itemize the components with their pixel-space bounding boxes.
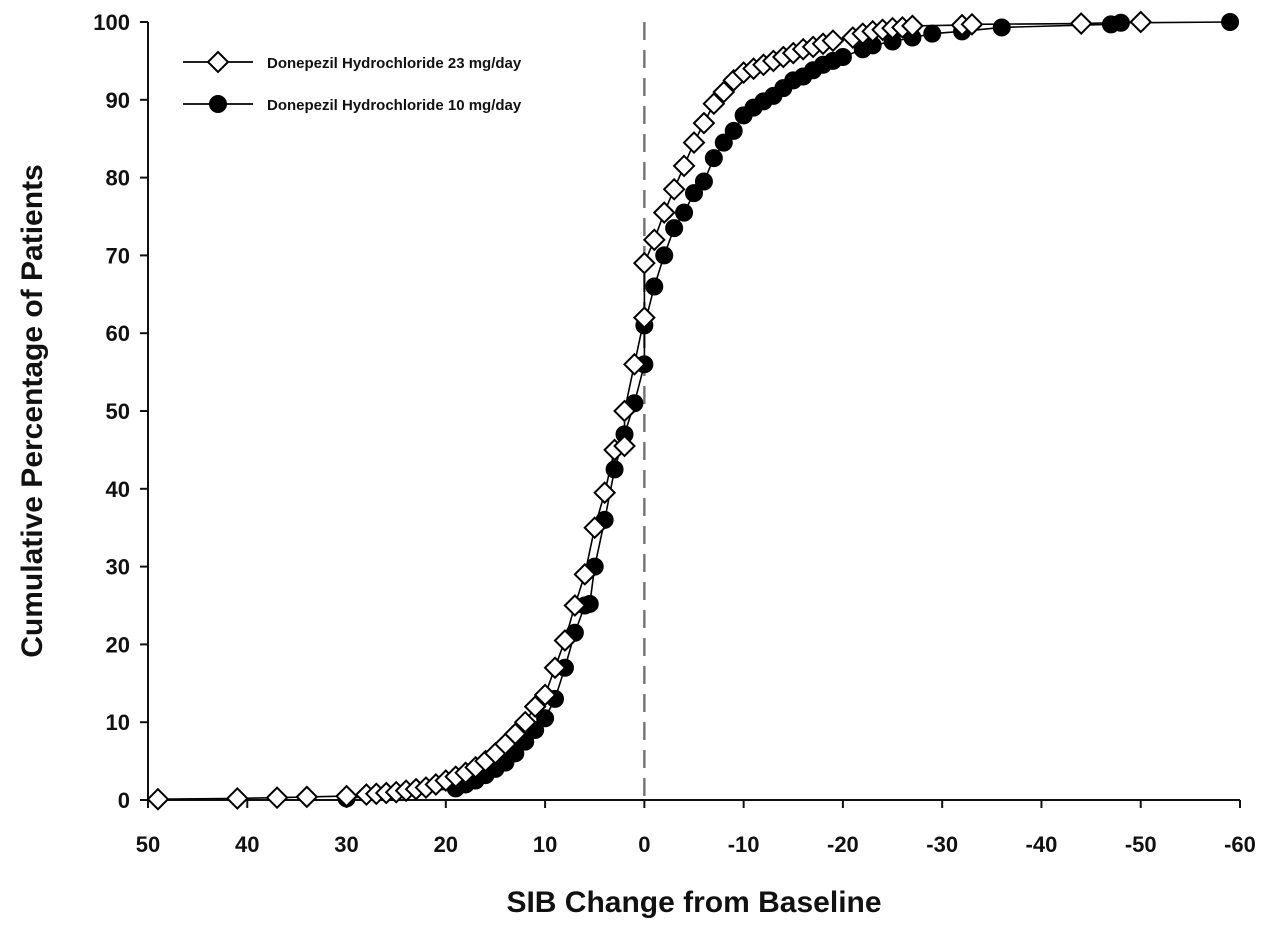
data-point (146, 787, 170, 811)
x-tick-label: -40 (1026, 832, 1058, 857)
data-point (694, 172, 713, 191)
data-point (833, 48, 852, 67)
data-point (543, 656, 567, 680)
y-tick-label: 60 (106, 321, 130, 346)
legend-label: Donepezil Hydrochloride 10 mg/day (267, 97, 522, 114)
data-point (712, 80, 736, 104)
data-point (662, 177, 686, 201)
data-point (613, 399, 636, 423)
data-point (665, 219, 684, 238)
data-point (1221, 13, 1240, 31)
data-point (513, 710, 537, 734)
data-point (613, 434, 636, 458)
data-point (685, 184, 703, 203)
data-point (573, 562, 597, 586)
data-point (295, 785, 319, 809)
data-point (960, 12, 984, 36)
x-tick-label: 30 (334, 832, 358, 857)
data-point (923, 24, 942, 43)
data-point (672, 154, 696, 178)
y-tick-label: 100 (93, 10, 130, 35)
data-point (583, 516, 607, 540)
legend-label: Donepezil Hydrochloride 23 mg/day (267, 55, 522, 72)
data-point (553, 629, 577, 652)
data-point (563, 594, 587, 617)
x-tick-label: 40 (235, 832, 259, 857)
legend-marker (209, 95, 227, 113)
data-point (702, 92, 726, 116)
y-tick-label: 90 (106, 88, 130, 113)
data-point (1129, 10, 1153, 34)
series-line (346, 21, 1231, 800)
data-point (503, 722, 527, 746)
data-point (704, 149, 723, 168)
data-point (523, 695, 547, 719)
data-point (632, 306, 656, 330)
data-point (533, 683, 557, 707)
y-tick-label: 20 (106, 632, 130, 657)
x-tick-label: 0 (638, 832, 650, 857)
y-tick-label: 0 (118, 788, 130, 813)
data-point (821, 29, 845, 53)
y-tick-label: 80 (106, 166, 130, 191)
y-tick-label: 50 (106, 399, 130, 424)
legend: Donepezil Hydrochloride 23 mg/day Donepez… (183, 50, 522, 114)
y-tick-label: 30 (106, 555, 130, 580)
data-point (593, 481, 617, 505)
series-donepezil-10mg (337, 13, 1240, 808)
data-point (623, 352, 646, 376)
data-point (714, 133, 733, 152)
y-axis-title: Cumulative Percentage of Patients (16, 164, 49, 657)
x-tick-label: -10 (728, 832, 760, 857)
data-point (724, 121, 743, 140)
x-tick-label: 50 (136, 832, 160, 857)
x-tick-label: -30 (926, 832, 958, 857)
y-tick-label: 10 (106, 710, 130, 735)
series-donepezil-23mg (146, 10, 1153, 811)
data-point (692, 111, 716, 135)
y-tick-label: 70 (106, 243, 130, 268)
data-point (992, 18, 1011, 37)
series-line (157, 21, 1141, 800)
data-point (1069, 12, 1093, 35)
data-point (265, 786, 289, 810)
series-layer (146, 10, 1240, 811)
data-point (645, 277, 664, 296)
x-axis-title: SIB Change from Baseline (506, 886, 881, 919)
x-tick-label: 10 (533, 832, 557, 857)
data-point (335, 784, 358, 808)
data-point (642, 228, 666, 252)
x-tick-label: 20 (434, 832, 458, 857)
x-tick-label: -60 (1224, 832, 1256, 857)
data-point (632, 251, 656, 275)
data-point (900, 14, 924, 38)
y-tick-label: 40 (106, 477, 130, 502)
data-point (536, 709, 555, 728)
x-tick-label: -50 (1125, 832, 1157, 857)
data-point (682, 131, 706, 155)
data-point (675, 203, 694, 222)
data-point (652, 201, 676, 225)
legend-marker (206, 50, 230, 74)
x-tick-label: -20 (827, 832, 859, 857)
data-point (655, 246, 674, 265)
data-point (225, 787, 249, 810)
